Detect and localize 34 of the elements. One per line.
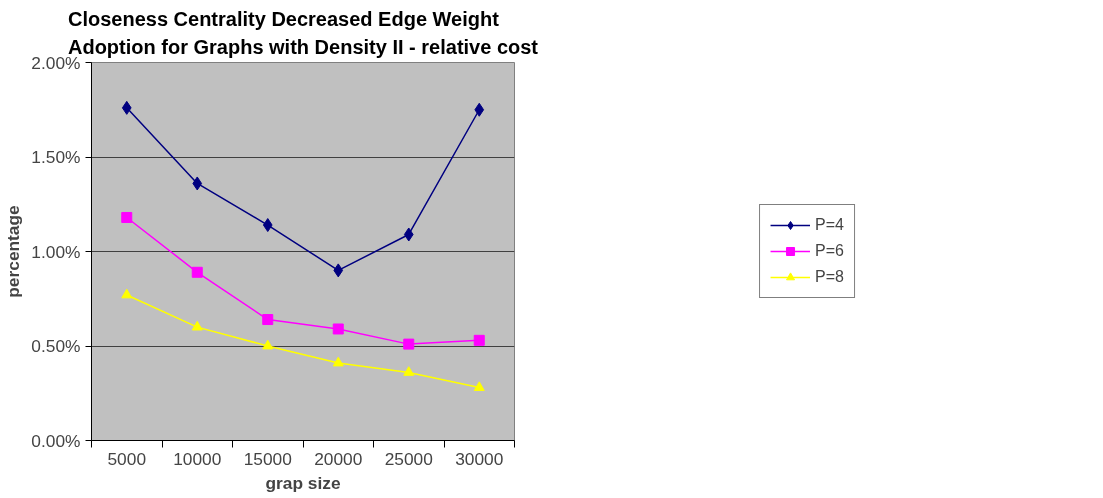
point <box>191 320 203 331</box>
point <box>121 288 133 299</box>
point <box>403 366 415 376</box>
y-tick-label: 1.50% <box>31 147 81 167</box>
y-tick-label: 0.50% <box>31 336 81 356</box>
x-tick-label: 20000 <box>314 448 363 469</box>
point <box>262 218 273 233</box>
legend-label: P=4 <box>815 216 844 234</box>
point <box>121 211 133 223</box>
point <box>192 176 203 191</box>
y-tick-label: 0.00% <box>31 430 81 451</box>
point <box>473 334 485 346</box>
x-tick-label: 30000 <box>455 448 504 469</box>
point <box>262 314 274 326</box>
legend-label: P=6 <box>815 242 844 260</box>
x-tick-label: 15000 <box>243 448 292 469</box>
x-tick-label: 5000 <box>107 448 147 469</box>
point <box>121 100 132 115</box>
point <box>191 266 203 278</box>
point <box>332 356 344 367</box>
legend-label: P=8 <box>815 268 844 286</box>
point <box>403 338 415 350</box>
y-axis-title: percentage <box>3 204 24 298</box>
point <box>262 339 274 350</box>
y-tick-label: 1.00% <box>31 241 81 262</box>
point <box>333 263 344 278</box>
point <box>332 323 344 335</box>
point <box>473 381 485 391</box>
point <box>474 102 485 117</box>
x-tick-label: 10000 <box>173 448 222 469</box>
point <box>403 227 414 242</box>
chart-title: Closeness Centrality Decreased Edge Weight Adoption for Graphs with Density II - relative cost <box>67 8 539 58</box>
x-axis-title: grap size <box>265 472 341 493</box>
x-tick-label: 25000 <box>384 448 433 469</box>
